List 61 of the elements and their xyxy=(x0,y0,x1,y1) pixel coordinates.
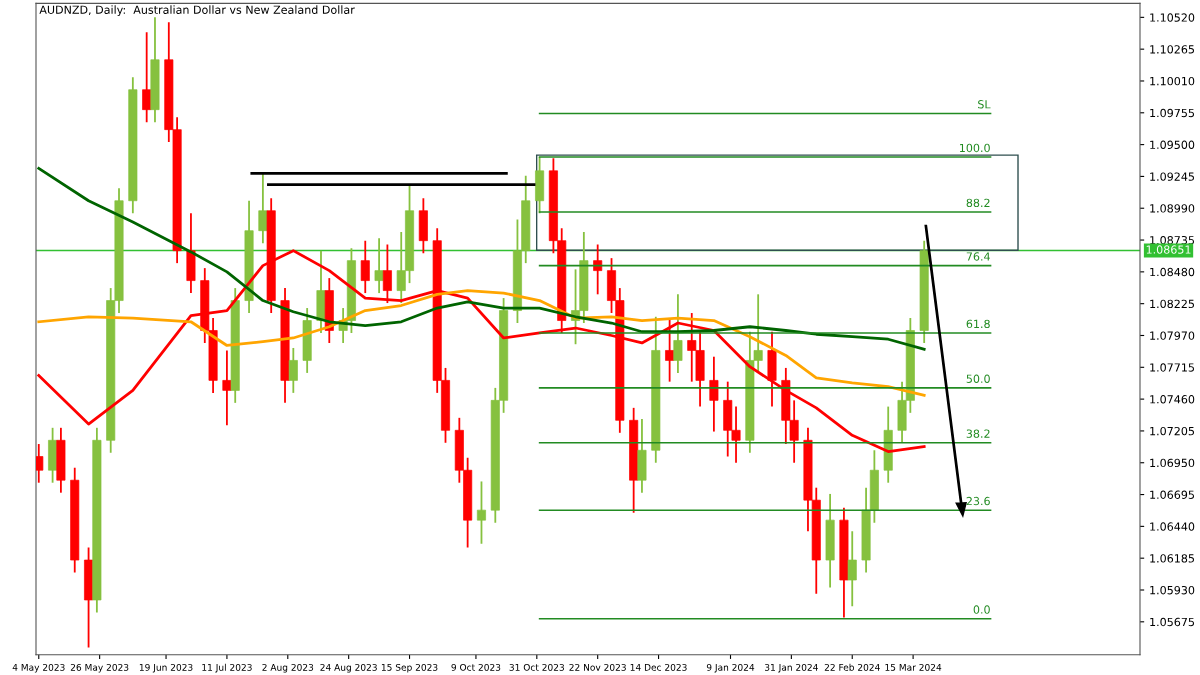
line-series xyxy=(37,166,926,351)
y-tick-label: 1.07970 xyxy=(1150,331,1195,340)
y-tick-label: 1.09500 xyxy=(1150,140,1195,149)
candlestick xyxy=(709,355,719,433)
candlestick xyxy=(593,243,603,296)
y-tick-label: 1.06185 xyxy=(1150,554,1194,563)
annotation: 61.8 xyxy=(966,319,990,329)
y-tick-label: 1.06950 xyxy=(1150,458,1195,468)
y-tick-label: 1.07460 xyxy=(1150,395,1195,404)
annotation: 50.0 xyxy=(966,374,990,383)
y-tick-label: 1.06695 xyxy=(1150,490,1194,499)
x-tick-label: 2 Aug 2023 xyxy=(262,663,314,673)
y-tick-label: 1.05675 xyxy=(1150,617,1194,627)
candlestick xyxy=(476,480,486,545)
annotation: 23.6 xyxy=(966,496,990,506)
candlestick xyxy=(673,293,683,374)
y-tick-label: 1.10265 xyxy=(1150,45,1194,54)
candlestick xyxy=(374,237,384,294)
x-tick-label: 22 Feb 2024 xyxy=(824,663,880,671)
x-tick-label: 26 May 2023 xyxy=(70,663,129,673)
x-tick-label: 9 Jan 2024 xyxy=(706,663,755,673)
candlestick xyxy=(36,443,44,484)
y-tick-label: 1.08225 xyxy=(1150,299,1194,309)
candlestick xyxy=(665,318,675,383)
line-series xyxy=(37,289,926,397)
y-tick-label: 1.09755 xyxy=(1150,108,1194,118)
y-tick-label: 1.09245 xyxy=(1150,172,1194,181)
y-tick-label: 1.10520 xyxy=(1150,13,1195,22)
annotation: 38.2 xyxy=(966,429,990,438)
candlestick xyxy=(360,239,370,294)
x-tick-label: 14 Dec 2023 xyxy=(630,663,687,671)
y-tick-label: 1.08990 xyxy=(1150,204,1195,213)
x-tick-label: 24 Aug 2023 xyxy=(320,663,377,673)
candlestick xyxy=(142,31,152,124)
annotation: 0.0 xyxy=(973,605,990,614)
x-tick-label: 4 May 2023 xyxy=(12,663,65,673)
candlestick xyxy=(258,172,268,245)
y-tick-label: 1.08480 xyxy=(1150,267,1195,277)
y-tick-label: 1.07205 xyxy=(1150,426,1194,436)
x-tick-label: 31 Jan 2024 xyxy=(765,663,818,673)
x-tick-label: 9 Oct 2023 xyxy=(451,663,501,671)
candlestick xyxy=(847,530,857,608)
annotation: 88.2 xyxy=(966,198,990,208)
y-tick-label: 1.10010 xyxy=(1150,76,1195,86)
x-tick-label: 15 Sep 2023 xyxy=(381,663,438,673)
annotation: 100.0 xyxy=(960,143,990,153)
candlestick xyxy=(222,349,232,427)
y-tick-label: 1.05930 xyxy=(1150,585,1195,595)
y-tick-label: 1.08735 xyxy=(1150,236,1194,245)
y-tick-label: 1.06440 xyxy=(1150,522,1195,531)
x-tick-label: 15 Mar 2024 xyxy=(885,663,942,671)
x-tick-label: 11 Jul 2023 xyxy=(202,663,252,673)
ref-line-label: 1.08651 xyxy=(1146,245,1191,254)
x-tick-label: 31 Oct 2023 xyxy=(509,663,564,671)
x-tick-label: 19 Jun 2023 xyxy=(139,663,193,673)
y-tick-label: 1.07715 xyxy=(1150,363,1194,372)
x-tick-label: 22 Nov 2023 xyxy=(569,663,626,671)
annotation: SL xyxy=(978,100,991,109)
candlestick xyxy=(288,347,298,394)
chart-title: AUDNZD, Daily: Australian Dollar vs New Zealand Dollar xyxy=(39,5,355,17)
annotation: 76.4 xyxy=(966,252,990,261)
